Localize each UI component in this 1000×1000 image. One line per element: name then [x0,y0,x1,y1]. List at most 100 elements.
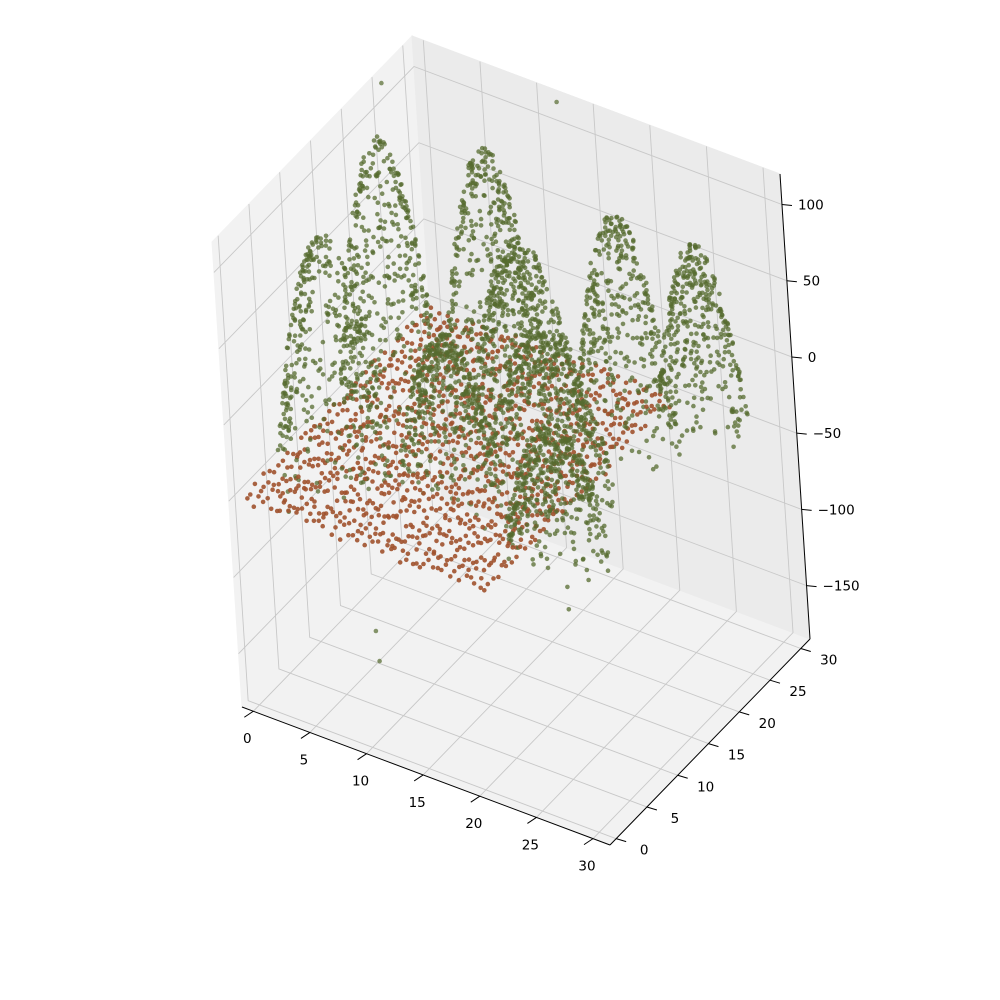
vegetation-point [410,224,416,230]
vegetation-point [307,277,313,282]
vegetation-point [357,181,362,187]
vegetation-point [382,284,388,289]
ground-point [335,476,340,482]
vegetation-point [486,317,492,322]
vegetation-point [462,477,468,482]
vegetation-point [475,387,481,393]
vegetation-point [676,398,682,404]
vegetation-point [556,467,562,472]
vegetation-point [387,152,393,158]
ground-point [503,528,508,534]
ground-point [649,403,654,409]
vegetation-point [538,367,544,372]
ground-point [350,533,356,538]
vegetation-point [588,275,593,281]
vegetation-point [507,365,512,370]
vegetation-point [354,371,359,377]
vegetation-point [675,340,680,346]
ground-point [342,443,348,448]
ground-point [453,482,459,487]
vegetation-point [486,352,491,357]
vegetation-point [277,443,283,448]
vegetation-point [609,312,614,317]
vegetation-point [361,385,366,391]
vegetation-point [426,331,432,337]
vegetation-point [538,553,544,559]
ground-point [412,486,418,491]
vegetation-point [694,357,699,362]
vegetation-point [416,440,421,446]
vegetation-point [600,301,605,307]
vegetation-point [384,239,390,244]
vegetation-point [303,356,308,362]
vegetation-point [447,343,453,349]
ground-point [424,372,430,378]
vegetation-point [585,520,590,526]
vegetation-point [368,166,374,171]
ground-point [556,497,561,503]
ground-point [386,470,392,476]
vegetation-point [593,453,599,458]
vegetation-point [603,326,609,332]
vegetation-point [587,295,593,301]
ground-point [400,388,406,393]
vegetation-point [374,404,380,410]
vegetation-point [306,269,312,274]
ground-point [455,515,461,520]
vegetation-point [631,268,636,273]
vegetation-point [496,187,502,192]
vegetation-point [672,288,677,294]
ground-point [497,540,502,545]
vegetation-point [485,164,491,169]
vegetation-point [413,238,418,243]
ground-point [441,320,447,326]
vegetation-point [286,428,292,434]
vegetation-point [344,424,350,430]
vegetation-point [591,444,596,450]
vegetation-point [707,360,713,365]
vegetation-point [537,388,542,394]
vegetation-point [680,284,686,290]
vegetation-point [696,343,701,349]
vegetation-point [507,506,512,512]
vegetation-point [497,254,503,260]
ground-point [353,417,358,423]
vegetation-point [331,402,337,407]
ground-point [308,511,313,517]
vegetation-point [325,319,331,325]
ground-point [413,358,419,364]
vegetation-point [562,437,568,443]
vegetation-point [489,178,495,184]
axis-panes [211,34,811,846]
vegetation-point [306,347,312,352]
vegetation-point [628,305,634,311]
vegetation-point [532,481,538,486]
vegetation-point [500,440,506,446]
ground-point [378,503,384,509]
ground-point [352,518,357,523]
vegetation-point [388,238,394,243]
vegetation-point [470,178,476,183]
vegetation-point [582,486,588,491]
vegetation-point [576,457,582,463]
ground-point [315,462,321,468]
ground-point [430,494,436,500]
vegetation-point [716,383,721,389]
vegetation-point [602,316,608,322]
vegetation-point [498,286,503,292]
vegetation-point [516,240,521,246]
vegetation-point [500,426,506,432]
vegetation-point [303,269,308,274]
vegetation-point [667,380,672,385]
vegetation-point [709,290,715,295]
vegetation-point [522,327,527,333]
vegetation-point [511,284,516,290]
vegetation-point [650,347,655,353]
vegetation-point [606,278,611,283]
vegetation-point [559,418,565,424]
vegetation-point [303,346,308,351]
vegetation-point [595,552,600,558]
ground-point [354,434,360,440]
vegetation-point [488,471,494,477]
vegetation-point [588,419,594,425]
